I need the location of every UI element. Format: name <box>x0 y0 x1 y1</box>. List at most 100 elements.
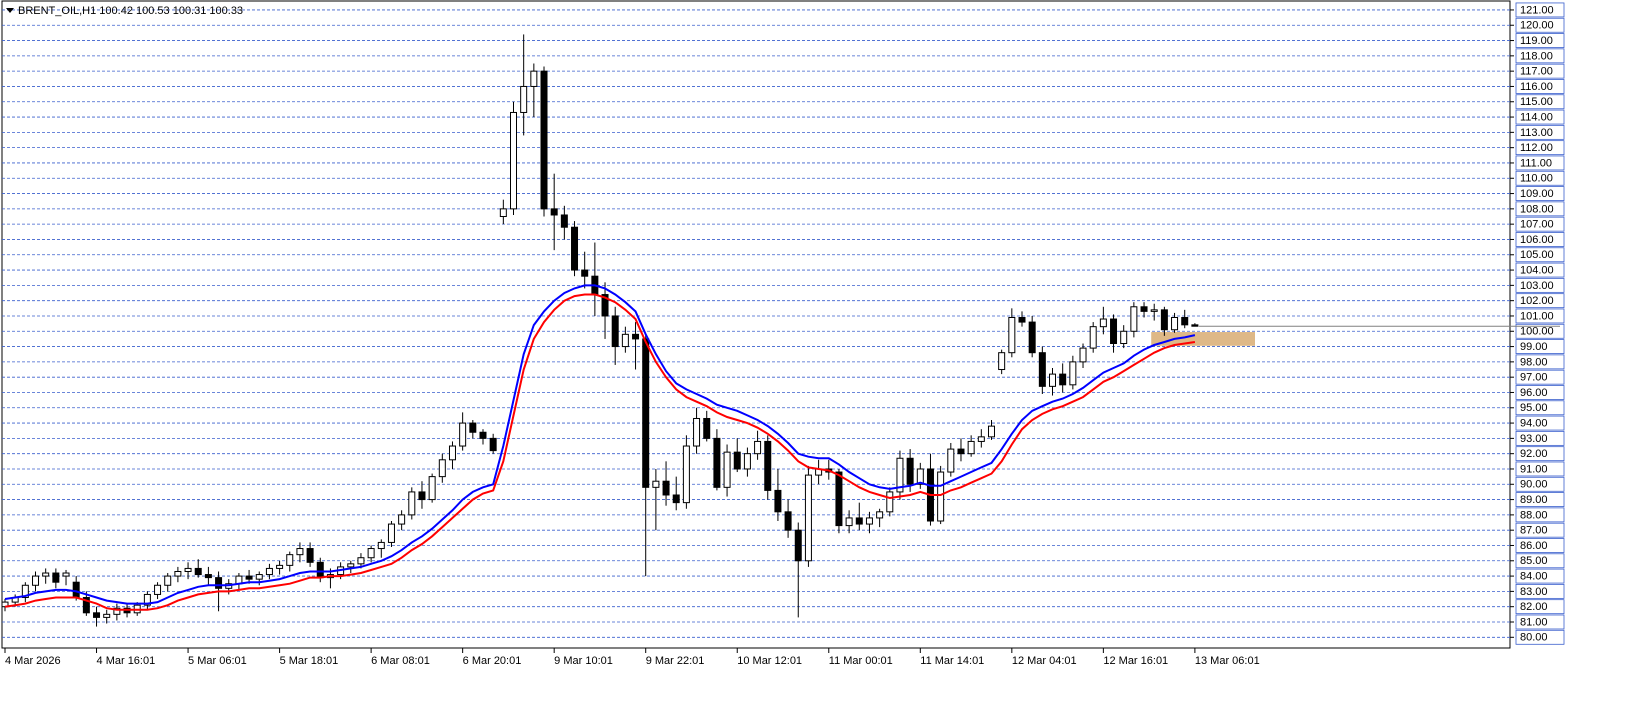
candle-body <box>998 352 1006 371</box>
candle-body <box>377 541 385 550</box>
x-tick-label: 6 Mar 20:01 <box>463 655 522 667</box>
y-tick-label: 117.00 <box>1520 66 1553 78</box>
candle-body <box>672 494 680 504</box>
candle-body <box>1150 309 1158 312</box>
candle-body <box>21 584 29 599</box>
candle-body <box>560 214 568 228</box>
candle-body <box>611 315 619 348</box>
candle-body <box>601 294 609 317</box>
candle-body <box>469 422 477 433</box>
candle-body <box>459 422 467 447</box>
y-tick-label: 82.00 <box>1520 601 1548 613</box>
y-tick-label: 94.00 <box>1520 417 1548 429</box>
y-tick-box <box>1515 2 1565 18</box>
candle-body <box>642 338 650 488</box>
candle-body <box>764 440 772 491</box>
candle-body <box>957 448 965 455</box>
candle-body <box>865 517 873 525</box>
candle-body <box>32 575 40 586</box>
candle-body <box>387 523 395 543</box>
y-tick-label: 115.00 <box>1520 96 1553 108</box>
candle-body <box>276 564 284 569</box>
y-tick-label: 106.00 <box>1520 234 1554 246</box>
y-tick-label: 85.00 <box>1520 555 1548 567</box>
y-tick-label: 87.00 <box>1520 525 1548 537</box>
y-tick-label: 114.00 <box>1520 111 1553 123</box>
y-tick-label: 105.00 <box>1520 249 1554 261</box>
candle-body <box>947 448 955 473</box>
y-tick-label: 91.00 <box>1520 463 1548 475</box>
candle-body <box>367 548 375 559</box>
y-tick-box <box>1515 553 1565 569</box>
candle-body <box>784 511 792 531</box>
candle-body <box>530 70 538 87</box>
candle-body <box>164 575 172 586</box>
y-tick-label: 116.00 <box>1520 81 1553 93</box>
candle-body <box>581 269 589 277</box>
y-tick-box <box>1515 277 1565 293</box>
candle-body <box>754 440 762 455</box>
x-tick-label: 11 Mar 00:01 <box>829 655 893 667</box>
y-tick-box <box>1515 293 1565 309</box>
x-tick-label: 12 Mar 04:01 <box>1012 655 1077 667</box>
candle-body <box>662 480 670 496</box>
y-tick-label: 92.00 <box>1520 448 1548 460</box>
candle-body <box>1120 330 1128 345</box>
candle-body <box>967 440 975 455</box>
y-tick-box <box>1515 461 1565 477</box>
candle-body <box>621 333 629 348</box>
candle-body <box>52 572 60 583</box>
candle-body <box>286 554 294 566</box>
y-tick-label: 90.00 <box>1520 479 1548 491</box>
y-tick-label: 103.00 <box>1520 280 1554 292</box>
candle-body <box>886 491 894 513</box>
candle-body <box>479 431 487 439</box>
candle-body <box>1079 347 1087 363</box>
y-tick-label: 111.00 <box>1520 157 1552 169</box>
candle-body <box>357 557 365 565</box>
y-tick-box <box>1515 323 1565 339</box>
candle-body <box>916 468 924 485</box>
candle-body <box>540 70 548 210</box>
y-tick-label: 112.00 <box>1520 142 1553 154</box>
grid: 80.00 81.00 82.00 83.00 84.00 85.00 86.00 87.00… <box>2 2 1565 667</box>
x-tick-label: 5 Mar 06:01 <box>188 655 247 667</box>
candle-body <box>82 597 90 614</box>
y-tick-label: 89.00 <box>1520 494 1548 506</box>
y-tick-label: 81.00 <box>1520 616 1548 628</box>
candle-body <box>510 111 517 210</box>
y-tick-box <box>1515 522 1565 538</box>
candle-body <box>62 572 70 577</box>
x-tick-label: 6 Mar 08:01 <box>371 655 430 667</box>
x-tick-label: 11 Mar 14:01 <box>920 655 984 667</box>
candle-body <box>1008 316 1016 354</box>
moving-average-line <box>4 284 1196 605</box>
candle-body <box>550 208 558 216</box>
candle-body <box>154 584 162 595</box>
y-tick-box <box>1515 308 1565 324</box>
y-tick-label: 119.00 <box>1520 35 1553 47</box>
y-tick-box <box>1515 232 1565 247</box>
y-tick-label: 113.00 <box>1520 127 1553 139</box>
candle-body <box>723 451 731 488</box>
candle-body <box>1099 318 1107 328</box>
candle-body <box>103 613 111 618</box>
candle-body <box>72 581 80 599</box>
candle-body <box>1171 316 1179 331</box>
y-tick-box <box>1515 186 1565 201</box>
y-tick-box <box>1515 339 1565 354</box>
x-tick-label: 13 Mar 06:01 <box>1195 655 1260 667</box>
y-tick-box <box>1515 124 1565 140</box>
candle-body <box>743 453 751 470</box>
candle-body <box>1069 361 1077 386</box>
candle-body <box>571 226 579 271</box>
candle-body <box>906 457 914 485</box>
y-tick-label: 102.00 <box>1520 295 1554 307</box>
y-tick-label: 101.00 <box>1520 310 1554 322</box>
y-tick-label: 110.00 <box>1520 173 1553 185</box>
y-tick-box <box>1515 201 1565 217</box>
candle-body <box>520 85 528 113</box>
y-tick-box <box>1515 568 1565 584</box>
